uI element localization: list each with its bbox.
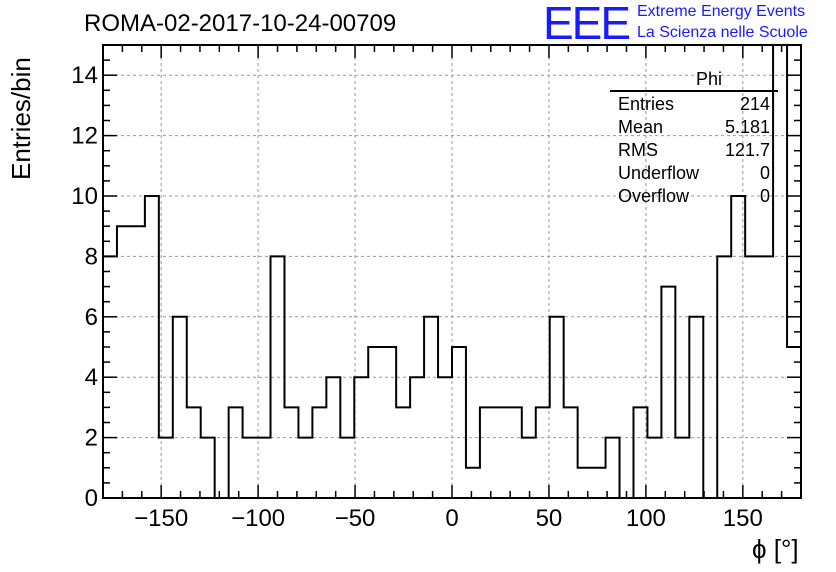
histogram-bin: [592, 468, 606, 498]
x-tick-label: 150: [723, 505, 763, 532]
histogram-bin: [578, 468, 592, 498]
stats-value: 214: [739, 94, 770, 114]
histogram-bin: [647, 438, 661, 498]
histogram-outline: [102, 44, 802, 499]
logo-line-1: Extreme Energy Events: [637, 3, 806, 20]
stats-row-entries: Entries 214: [610, 93, 778, 116]
histogram-bin: [689, 317, 703, 498]
histogram-bin: [466, 468, 480, 498]
stats-row-underflow: Underflow 0: [610, 162, 778, 185]
y-tick-label: 6: [85, 304, 98, 331]
stats-label: Underflow: [618, 163, 700, 183]
y-tick-label: 8: [85, 243, 98, 270]
histogram-bin: [536, 407, 550, 498]
x-tick-label: 0: [445, 505, 458, 532]
stats-row-mean: Mean 5.181: [610, 116, 778, 139]
histogram-bars: [102, 44, 802, 499]
histogram-bin: [284, 407, 298, 498]
stats-value: 5.181: [724, 117, 770, 137]
histogram-bin: [508, 407, 522, 498]
stats-divider: [610, 90, 778, 92]
y-tick-label: 10: [71, 183, 98, 210]
histogram-bin: [675, 438, 689, 498]
stats-value: 0: [759, 186, 770, 206]
histogram-bin: [564, 407, 578, 498]
y-tick-label: 4: [85, 364, 98, 391]
tick-labels: −150 −100 −50 0 50 100 150 0 2 4 6 8 10 12 14: [71, 62, 763, 532]
histogram-bin: [145, 196, 159, 498]
stats-value: 0: [759, 163, 770, 183]
histogram-bin: [494, 407, 508, 498]
histogram-bin: [298, 438, 312, 498]
logo-line-2: La Scienza nelle Scuole: [637, 24, 808, 41]
eee-logo: EEE: [543, 0, 631, 49]
histogram-bin: [368, 347, 382, 498]
histogram-bin: [243, 438, 257, 498]
histogram-bin: [452, 347, 466, 498]
histogram-bin: [606, 438, 620, 498]
stats-label: Mean: [618, 117, 664, 137]
stats-label: RMS: [618, 140, 658, 160]
histogram-bin: [187, 407, 201, 498]
histogram-bin: [173, 317, 187, 498]
chart-title: ROMA-02-2017-10-24-00709: [84, 10, 397, 37]
y-tick-label: 2: [85, 425, 98, 452]
histogram-bin: [229, 407, 243, 498]
histogram-bin: [633, 407, 647, 498]
x-axis-label: ϕ [°]: [752, 534, 799, 564]
y-tick-label: 14: [71, 62, 98, 89]
x-tick-label: −150: [134, 505, 188, 532]
stats-label: Overflow: [618, 186, 690, 206]
histogram-bin: [382, 347, 396, 498]
stats-label: Entries: [618, 94, 675, 114]
x-tick-label: −50: [335, 505, 376, 532]
plot-frame: [102, 44, 802, 499]
stats-row-overflow: Overflow 0: [610, 185, 778, 208]
histogram-bin: [522, 438, 536, 498]
stats-title: Phi: [695, 69, 722, 89]
stats-value: 121.7: [724, 140, 770, 160]
stats-box: Phi Entries 214 Mean 5.181 RMS 121.7 Und…: [610, 69, 778, 208]
axis-ticks: [102, 44, 802, 499]
histogram-bin: [424, 317, 438, 498]
histogram-bin: [117, 226, 131, 498]
histogram-bin: [550, 317, 564, 498]
histogram-bin: [480, 407, 494, 498]
histogram-bin: [661, 287, 675, 498]
histogram-bin: [131, 226, 145, 498]
histogram-bin: [312, 407, 326, 498]
x-tick-label: 100: [626, 505, 666, 532]
y-tick-label: 12: [71, 123, 98, 150]
histogram-bin: [201, 438, 215, 498]
y-tick-label: 0: [85, 485, 98, 512]
histogram-bin: [396, 407, 410, 498]
x-tick-label: 50: [536, 505, 563, 532]
histogram-bin: [340, 438, 354, 498]
x-tick-label: −100: [231, 505, 285, 532]
stats-row-rms: RMS 121.7: [610, 139, 778, 162]
